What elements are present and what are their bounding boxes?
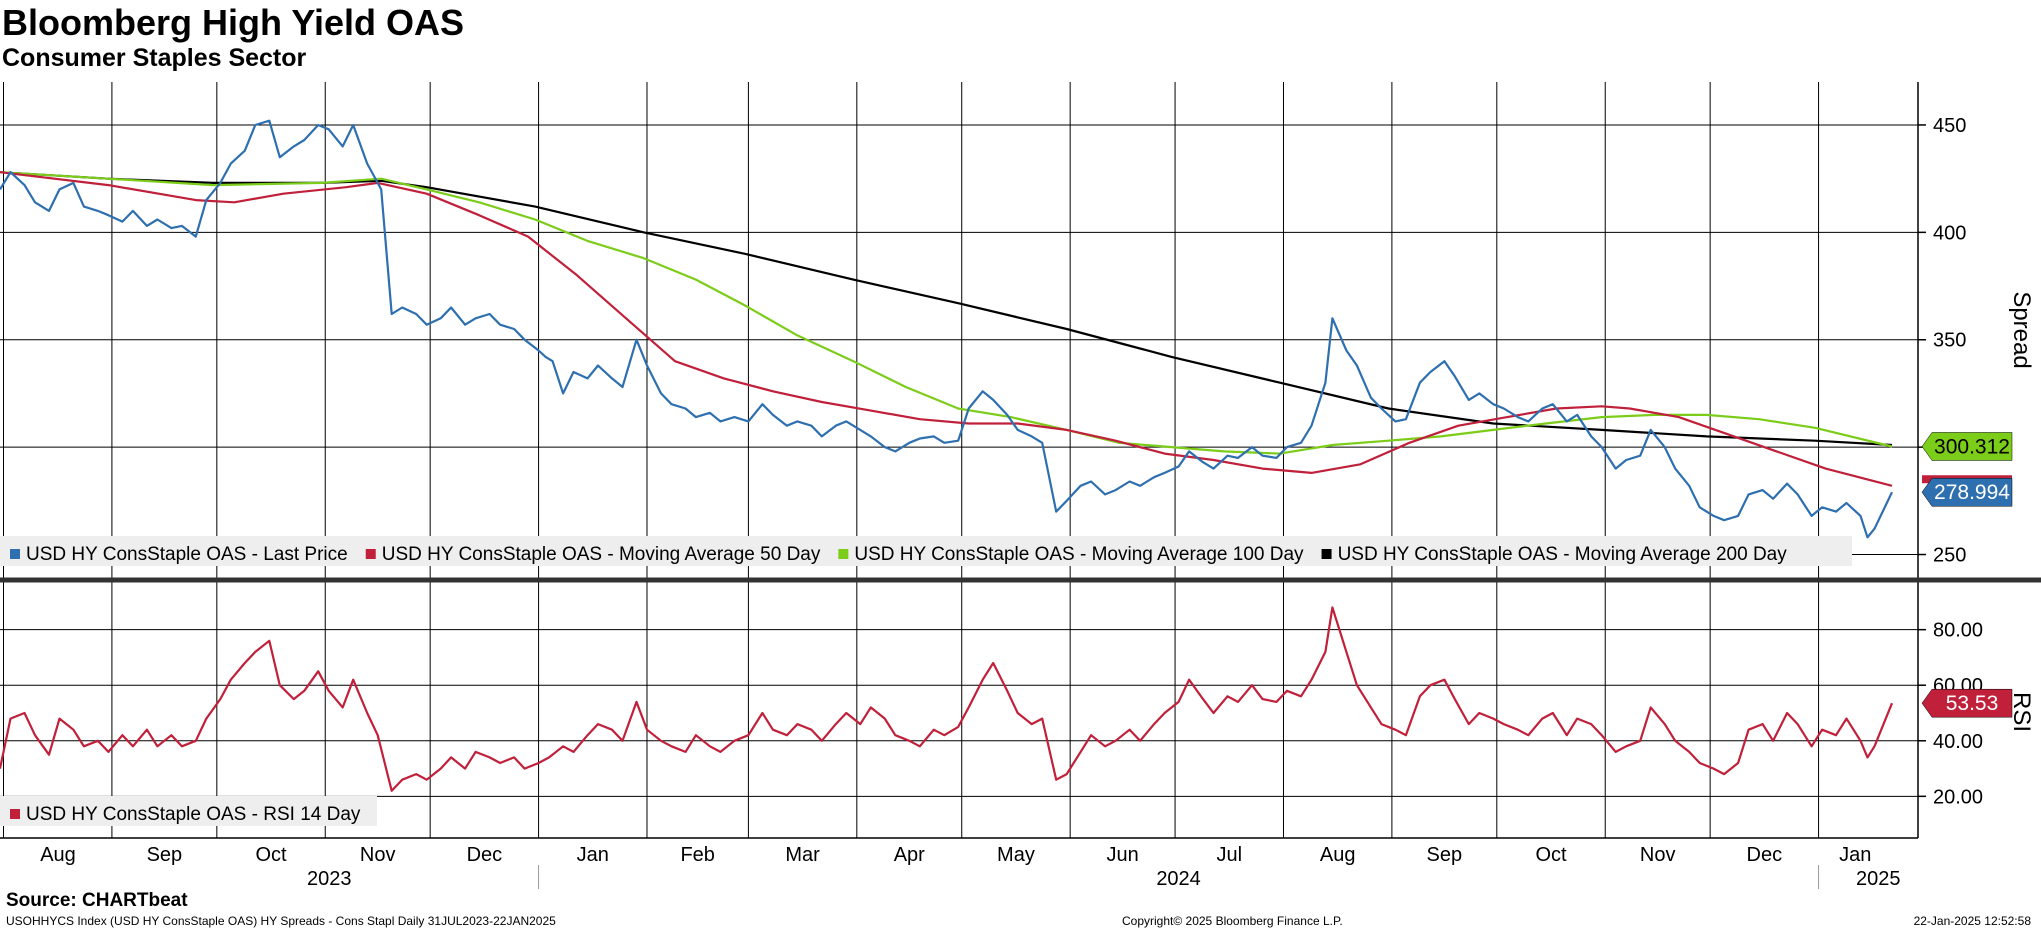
legend-label: USD HY ConsStaple OAS - Last Price [26, 544, 348, 565]
month-tick-label: Mar [785, 844, 820, 866]
month-tick-label: Sep [147, 844, 183, 866]
legend-label: USD HY ConsStaple OAS - RSI 14 Day [26, 804, 361, 825]
rsi-legend: USD HY ConsStaple OAS - RSI 14 Day [0, 796, 377, 826]
last-value-tags: 300.312 278.994 53.53 [1921, 432, 2013, 718]
price-y-axis: 250300350400450Spread [1918, 115, 2035, 567]
price-tick-label: 450 [1933, 115, 1966, 137]
rsi-tick-label: 80.00 [1933, 620, 1983, 642]
month-tick-label: Apr [894, 844, 925, 866]
ma50-line [0, 171, 1893, 487]
source-note: Source: CHARTbeat [6, 890, 188, 911]
month-tick-label: Dec [1747, 844, 1783, 866]
rsi-series [0, 606, 1894, 792]
ma100-last-value-tag: 300.312 [1934, 435, 2010, 458]
last-price-line [0, 119, 1893, 539]
legend-label: USD HY ConsStaple OAS - Moving Average 5… [382, 544, 821, 565]
month-tick-label: Aug [1320, 844, 1356, 866]
footer-timestamp: 22-Jan-2025 12:52:58 [1913, 914, 2031, 928]
rsi-tick-label: 20.00 [1933, 786, 1983, 808]
month-tick-label: May [997, 844, 1035, 866]
year-label: 2024 [1156, 868, 1201, 890]
month-tick-label: Feb [680, 844, 714, 866]
month-tick-label: Jan [577, 844, 609, 866]
price-tick-label: 400 [1933, 222, 1966, 244]
year-label: 2025 [1856, 868, 1901, 890]
rsi-gridlines [0, 629, 1918, 797]
year-label: 2023 [307, 868, 352, 890]
ma100-line [0, 171, 1893, 455]
price-tick-label: 250 [1933, 545, 1966, 567]
price-legend: USD HY ConsStaple OAS - Last Price USD HY… [0, 536, 1852, 566]
month-tick-label: Oct [255, 844, 287, 866]
price-tick-label: 350 [1933, 330, 1966, 352]
chart-title: Bloomberg High Yield OAS [2, 2, 465, 43]
rsi-line [0, 606, 1894, 792]
rsi-axis-title: RSI [2008, 692, 2035, 732]
price-series [0, 119, 1893, 539]
month-tick-label: Nov [360, 844, 396, 866]
footer-ticker-info: USOHHYCS Index (USD HY ConsStaple OAS) H… [6, 914, 556, 928]
month-tick-label: Sep [1427, 844, 1463, 866]
legend-swatch [838, 549, 849, 559]
chart-subtitle: Consumer Staples Sector [2, 44, 307, 72]
ma100-last-value-tag-bg [1921, 432, 2013, 461]
legend-background [0, 536, 1852, 566]
month-tick-label: Jun [1106, 844, 1138, 866]
x-axis: Aug Sep Oct Nov Dec Jan Feb Mar Apr May Jun Jul Aug S… [40, 844, 1900, 890]
month-tick-label: Oct [1535, 844, 1567, 866]
footer-copyright: Copyright© 2025 Bloomberg Finance L.P. [1122, 914, 1343, 928]
rsi-last-value-tag: 53.53 [1946, 692, 1999, 715]
legend-swatch [365, 549, 376, 559]
price-gridlines [0, 124, 1918, 556]
price-axis-title: Spread [2008, 291, 2035, 368]
month-tick-label: Dec [467, 844, 503, 866]
legend-label: USD HY ConsStaple OAS - Moving Average 2… [1338, 544, 1788, 565]
rsi-tick-label: 40.00 [1933, 731, 1983, 753]
legend-swatch [10, 809, 20, 819]
month-tick-label: Aug [40, 844, 76, 866]
month-tick-label: Jul [1216, 844, 1242, 866]
legend-swatch [1321, 549, 1332, 559]
legend-background [0, 796, 377, 826]
month-tick-label: Jan [1839, 844, 1871, 866]
last-price-value-tag: 278.994 [1934, 481, 2010, 504]
legend-label: USD HY ConsStaple OAS - Moving Average 1… [854, 544, 1304, 565]
month-tick-label: Nov [1640, 844, 1676, 866]
rsi-last-value-tag-bg [1921, 688, 2013, 718]
last-price-value-tag-bg [1921, 477, 2013, 507]
legend-swatch [10, 549, 20, 559]
panel-frame [0, 82, 2041, 839]
